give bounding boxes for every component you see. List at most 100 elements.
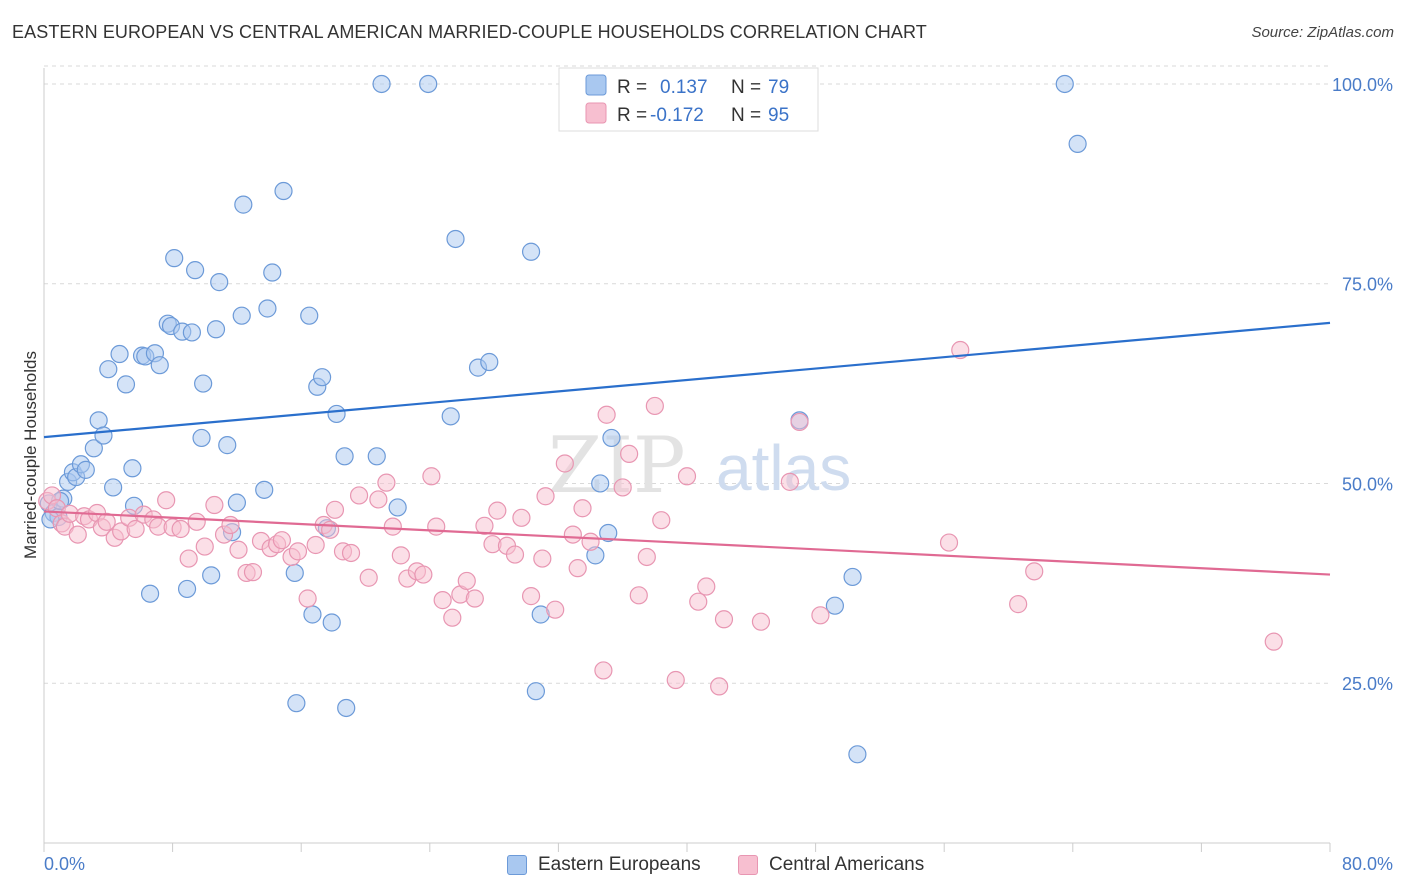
legend-label-central-americans: Central Americans <box>769 854 925 875</box>
central-americans-point <box>475 516 494 535</box>
central-americans-point <box>288 542 308 561</box>
central-americans-point <box>620 444 639 463</box>
eastern-europeans-point <box>441 407 460 426</box>
eastern-europeans-point <box>182 323 201 342</box>
eastern-europeans-point <box>194 374 213 393</box>
eastern-europeans-point <box>300 306 319 325</box>
eastern-europeans-point <box>287 694 306 713</box>
eastern-europeans-point <box>94 426 113 445</box>
central-americans-point <box>521 587 541 606</box>
central-americans-point <box>443 608 462 627</box>
central-americans-point <box>652 511 671 530</box>
central-americans-point <box>349 486 369 505</box>
legend-item-eastern-europeans: Eastern Europeans <box>507 852 701 878</box>
y-tick-label: 75.0% <box>1342 275 1393 295</box>
eastern-europeans-point <box>591 474 610 493</box>
y-tick-label: 25.0% <box>1342 674 1393 694</box>
central-americans-point <box>790 412 809 432</box>
y-tick-label: 100.0% <box>1332 75 1393 95</box>
eastern-europeans-point <box>599 523 618 543</box>
eastern-europeans-point <box>419 74 438 94</box>
central-americans-point <box>221 515 240 535</box>
eastern-europeans-point <box>825 596 844 615</box>
central-americans-point <box>780 472 799 491</box>
central-americans-point <box>546 600 565 619</box>
central-americans-point <box>710 677 729 696</box>
central-americans-point <box>645 396 664 416</box>
eastern-europeans-point <box>843 567 862 587</box>
central-americans-point <box>383 517 402 536</box>
eastern-europeans-point <box>206 320 226 339</box>
legend-label-eastern-europeans: Eastern Europeans <box>538 854 701 875</box>
eastern-europeans-point <box>1068 134 1087 153</box>
eastern-europeans-point <box>312 368 332 387</box>
central-americans-point <box>581 532 600 551</box>
eastern-europeans-point <box>1055 74 1074 94</box>
central-americans-point <box>1009 595 1028 614</box>
central-americans-point <box>341 543 361 563</box>
gridlines <box>44 65 1330 684</box>
legend-item-central-americans: Central Americans <box>738 852 924 878</box>
central-americans-point <box>594 661 613 680</box>
y-tick-label: 50.0% <box>1342 474 1393 494</box>
stats-r-label-blue: R = <box>617 77 647 98</box>
central-americans-points <box>38 340 1283 696</box>
eastern-europeans-point <box>177 579 197 599</box>
eastern-europeans-points <box>39 74 1087 764</box>
eastern-europeans-point <box>255 480 274 499</box>
central-americans-trend-line <box>43 510 1331 576</box>
eastern-europeans-point <box>367 447 386 466</box>
eastern-europeans-point <box>602 428 621 448</box>
central-americans-point <box>97 512 116 531</box>
source-credit: Source: ZipAtlas.com <box>1251 24 1394 41</box>
eastern-europeans-point <box>335 447 354 466</box>
central-americans-point <box>714 610 734 629</box>
eastern-europeans-point <box>848 745 867 764</box>
eastern-europeans-point <box>84 439 103 458</box>
eastern-europeans-point <box>140 584 160 603</box>
eastern-europeans-point <box>388 498 407 517</box>
central-americans-point <box>391 546 410 565</box>
eastern-europeans-point <box>263 263 282 282</box>
central-americans-point <box>427 517 446 536</box>
eastern-europeans-point <box>210 273 229 292</box>
central-americans-point <box>677 467 697 486</box>
central-americans-point <box>298 589 317 608</box>
stats-swatch-blue <box>585 74 607 96</box>
eastern-europeans-point <box>116 375 136 394</box>
central-americans-point <box>666 670 685 690</box>
central-americans-point <box>272 531 292 550</box>
eastern-europeans-point <box>99 360 118 379</box>
eastern-europeans-point <box>218 436 237 455</box>
eastern-europeans-point <box>89 411 108 430</box>
central-americans-point <box>597 405 616 424</box>
stats-n-value-pink: 95 <box>768 105 789 126</box>
central-americans-point <box>751 612 771 631</box>
eastern-europeans-point <box>192 428 211 448</box>
eastern-europeans-point <box>526 682 545 701</box>
central-americans-point <box>512 508 531 527</box>
central-americans-point <box>195 537 214 556</box>
central-americans-point <box>555 454 574 473</box>
legend-swatch-eastern-europeans <box>507 855 527 875</box>
central-americans-point <box>536 487 555 506</box>
stats-n-label-pink: N = <box>731 105 761 126</box>
stats-n-label-blue: N = <box>731 77 761 98</box>
eastern-europeans-point <box>258 299 277 318</box>
eastern-europeans-trend-line <box>43 321 1331 439</box>
central-americans-point <box>414 565 433 584</box>
eastern-europeans-point <box>322 613 341 632</box>
central-americans-point <box>573 499 592 518</box>
eastern-europeans-point <box>165 249 184 268</box>
central-americans-point <box>1264 632 1283 651</box>
central-americans-point <box>533 549 552 568</box>
central-americans-point <box>359 568 378 587</box>
eastern-europeans-point <box>285 563 304 583</box>
eastern-europeans-point <box>150 356 169 375</box>
x-tick-label-max: 80.0% <box>1342 854 1393 874</box>
eastern-europeans-point <box>186 261 205 280</box>
eastern-europeans-point <box>104 478 123 497</box>
central-americans-point <box>126 519 145 539</box>
eastern-europeans-point <box>123 459 142 478</box>
